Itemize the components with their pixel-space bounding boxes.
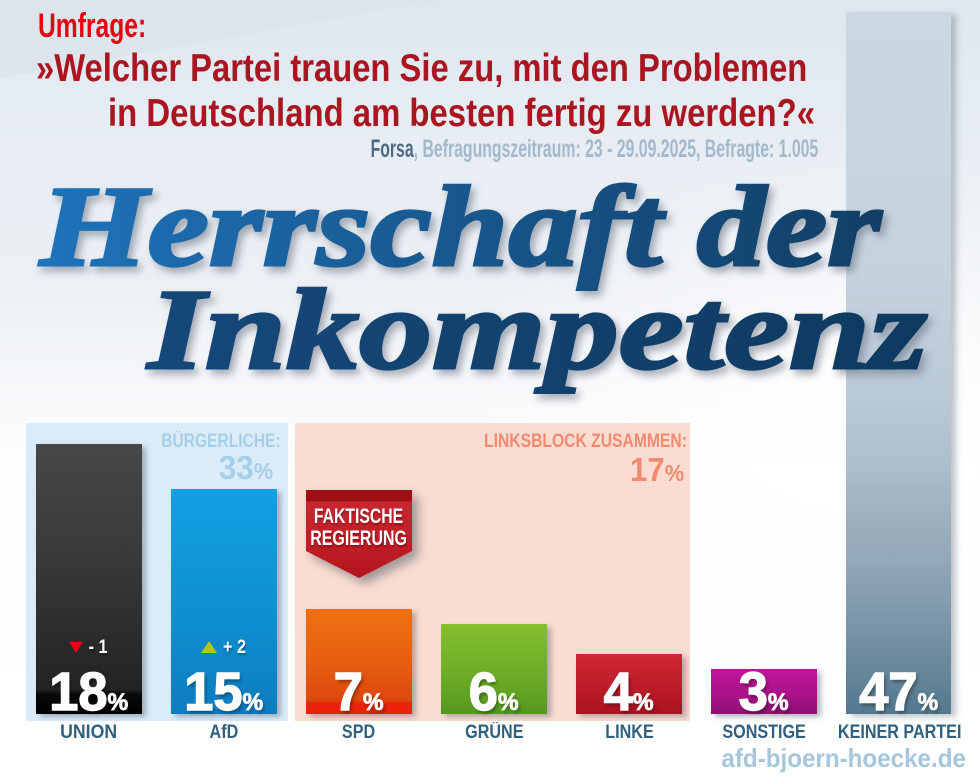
svg-text:Herrschaft der: Herrschaft der (39, 163, 883, 290)
svg-text:Inkompetenz: Inkompetenz (145, 266, 927, 393)
